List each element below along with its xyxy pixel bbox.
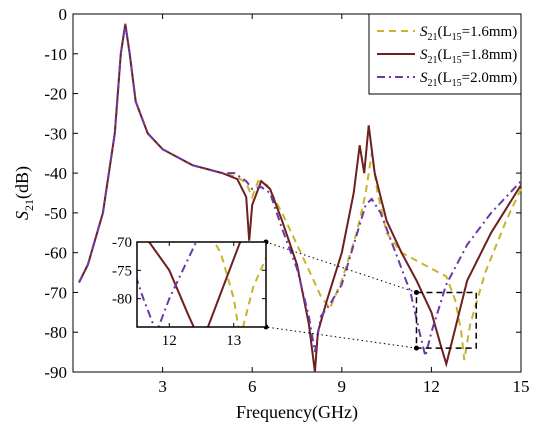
x-tick-label: 12: [423, 377, 440, 396]
legend-label-3: S21(L15=2.0mm): [420, 70, 517, 89]
inset-group: 12 13 -70 -75 -80: [112, 235, 267, 349]
x-tick-label: 9: [338, 377, 347, 396]
y-tick-label: -50: [44, 204, 67, 223]
legend: S21(L15=1.6mm) S21(L15=1.8mm) S21(L15=2.…: [368, 13, 522, 95]
y-tick-label: -10: [44, 45, 67, 64]
y-tick-label: -70: [44, 283, 67, 302]
inset-frame: [136, 241, 267, 328]
main-series-group: [78, 23, 522, 373]
x-axis-title: Frequency(GHz): [236, 402, 358, 423]
inset-y-tick-label: -80: [112, 292, 132, 308]
y-axis-title-sub: 21: [22, 199, 36, 211]
inset-series-line-1: [213, 242, 266, 327]
y-tick-label: -30: [44, 124, 67, 143]
legend-label-1: S21(L15=1.6mm): [420, 24, 517, 43]
series-line-3: [78, 23, 522, 357]
inset-x-tick-label: 13: [226, 333, 241, 349]
y-tick-label: -90: [44, 363, 67, 382]
y-tick-label: -20: [44, 85, 67, 104]
x-tick-label: 15: [513, 377, 530, 396]
zoom-connector-bottom: [265, 326, 417, 349]
zoom-connector-dot: [413, 345, 419, 351]
y-axis-title: S21(dB): [12, 166, 36, 220]
zoom-region-box: [415, 291, 477, 349]
y-axis-title-main: S: [12, 211, 32, 220]
y-tick-label: -60: [44, 244, 67, 263]
plot-area-frame: [72, 13, 522, 373]
y-tick-label: -80: [44, 323, 67, 342]
inset-series-group: [137, 242, 266, 327]
x-tick-label: 6: [248, 377, 257, 396]
y-tick-label: 0: [59, 5, 68, 24]
y-tick-label: -40: [44, 164, 67, 183]
zoom-connector-dot: [413, 289, 419, 295]
inset-x-tick-label: 12: [162, 333, 177, 349]
main-axes-group: 3 6 9 12 15 0 -10 -20 -30 -40 -50 -60 -70 -80 -90: [44, 5, 529, 396]
zoom-group: [263, 239, 477, 351]
x-tick-label: 3: [158, 377, 167, 396]
inset-y-tick-label: -75: [112, 263, 132, 279]
svg-text:S21(dB): S21(dB): [12, 166, 36, 220]
y-axis-title-unit: (dB): [12, 166, 33, 199]
legend-label-2: S21(L15=1.8mm): [420, 47, 517, 66]
inset-y-tick-label: -70: [112, 235, 132, 251]
inset-series-line-3: [137, 242, 198, 327]
